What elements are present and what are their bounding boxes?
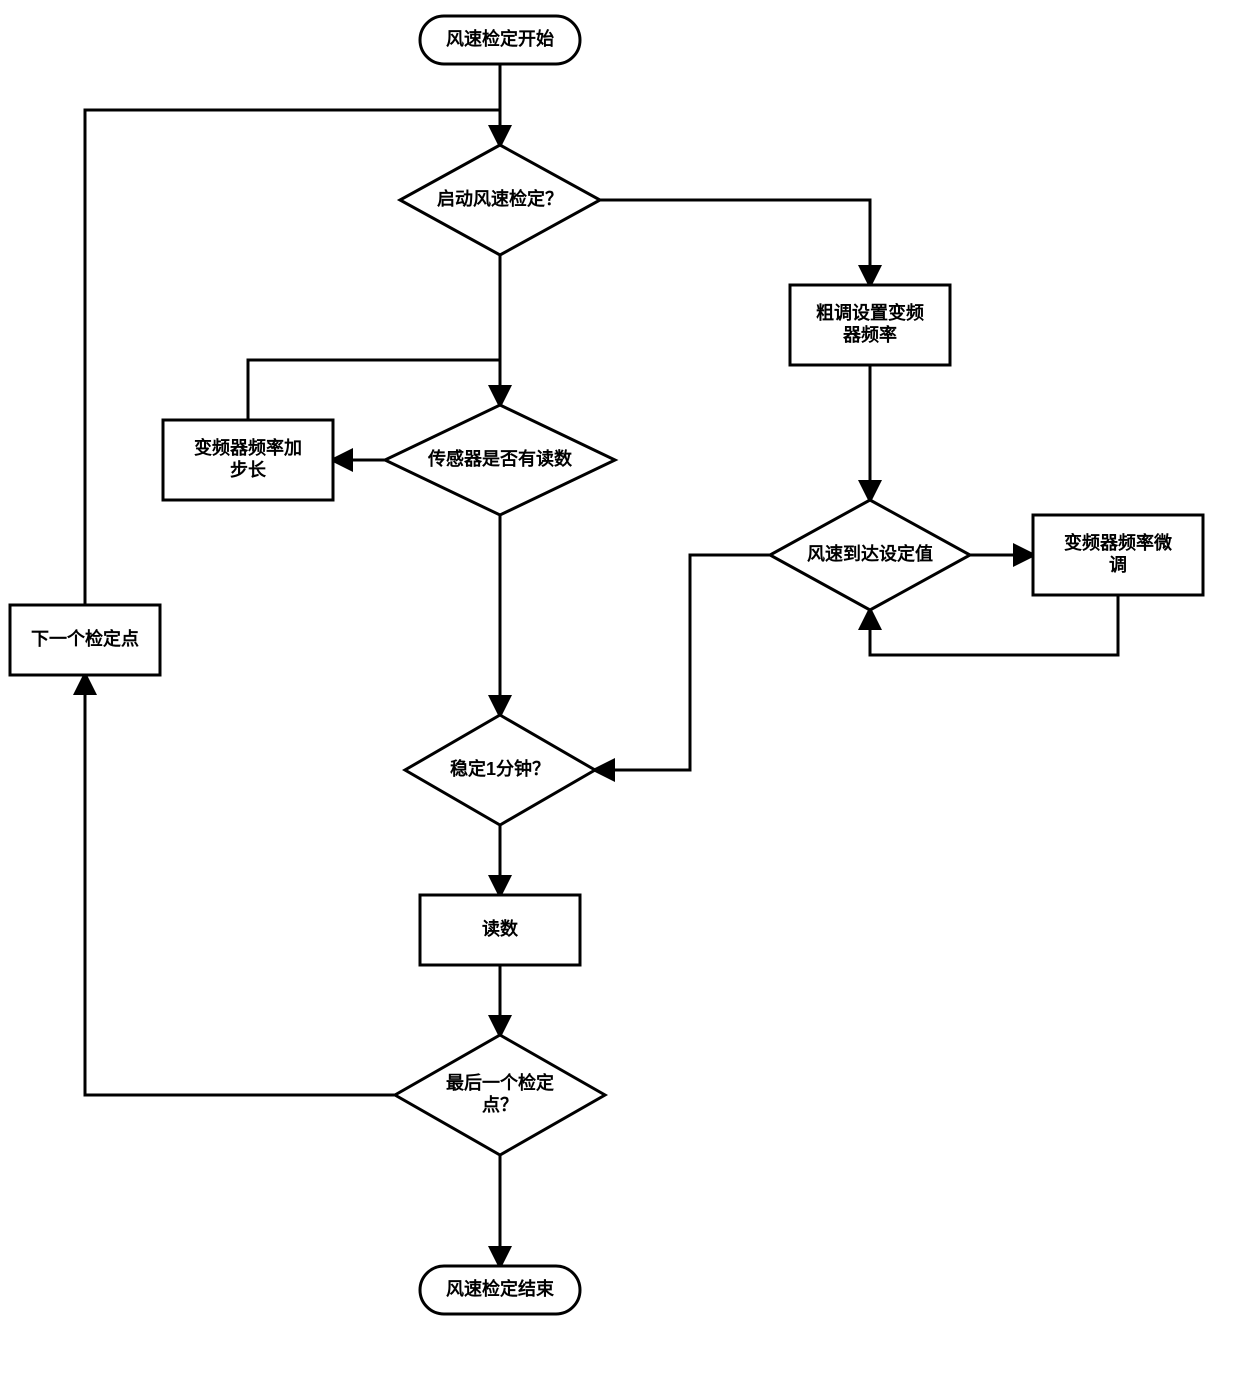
node-label: 读数 bbox=[482, 918, 519, 939]
edge bbox=[870, 595, 1118, 655]
node-q_reach: 风速到达设定值 bbox=[770, 500, 970, 610]
edge bbox=[85, 675, 395, 1095]
node-step: 变频器频率加步长 bbox=[163, 420, 333, 500]
node-q_reading: 传感器是否有读数 bbox=[385, 405, 615, 515]
node-label: 启动风速检定？ bbox=[437, 188, 563, 209]
node-end: 风速检定结束 bbox=[420, 1266, 580, 1314]
node-q_last: 最后一个检定点？ bbox=[395, 1035, 605, 1155]
node-coarse: 粗调设置变频器频率 bbox=[790, 285, 950, 365]
node-label: 风速到达设定值 bbox=[807, 543, 933, 564]
node-label: 传感器是否有读数 bbox=[427, 448, 573, 469]
node-label: 下一个检定点 bbox=[31, 628, 139, 649]
nodes-layer: 风速检定开始启动风速检定？ 粗调设置变频器频率传感器是否有读数 变频器频率加步长风速… bbox=[10, 16, 1203, 1314]
node-start: 风速检定开始 bbox=[420, 16, 580, 64]
edge bbox=[600, 200, 870, 285]
node-q_start: 启动风速检定？ bbox=[400, 145, 600, 255]
edges-layer bbox=[85, 64, 1118, 1266]
flowchart-canvas: 风速检定开始启动风速检定？ 粗调设置变频器频率传感器是否有读数 变频器频率加步长风速… bbox=[0, 0, 1240, 1376]
node-label: 风速检定结束 bbox=[446, 1278, 555, 1299]
edge bbox=[595, 555, 770, 770]
node-q_stable: 稳定1分钟？ bbox=[405, 715, 595, 825]
node-next_pt: 下一个检定点 bbox=[10, 605, 160, 675]
node-label: 风速检定开始 bbox=[446, 28, 554, 49]
node-fine: 变频器频率微调 bbox=[1033, 515, 1203, 595]
node-label: 稳定1分钟？ bbox=[450, 758, 550, 779]
edge bbox=[248, 360, 500, 420]
node-read: 读数 bbox=[420, 895, 580, 965]
